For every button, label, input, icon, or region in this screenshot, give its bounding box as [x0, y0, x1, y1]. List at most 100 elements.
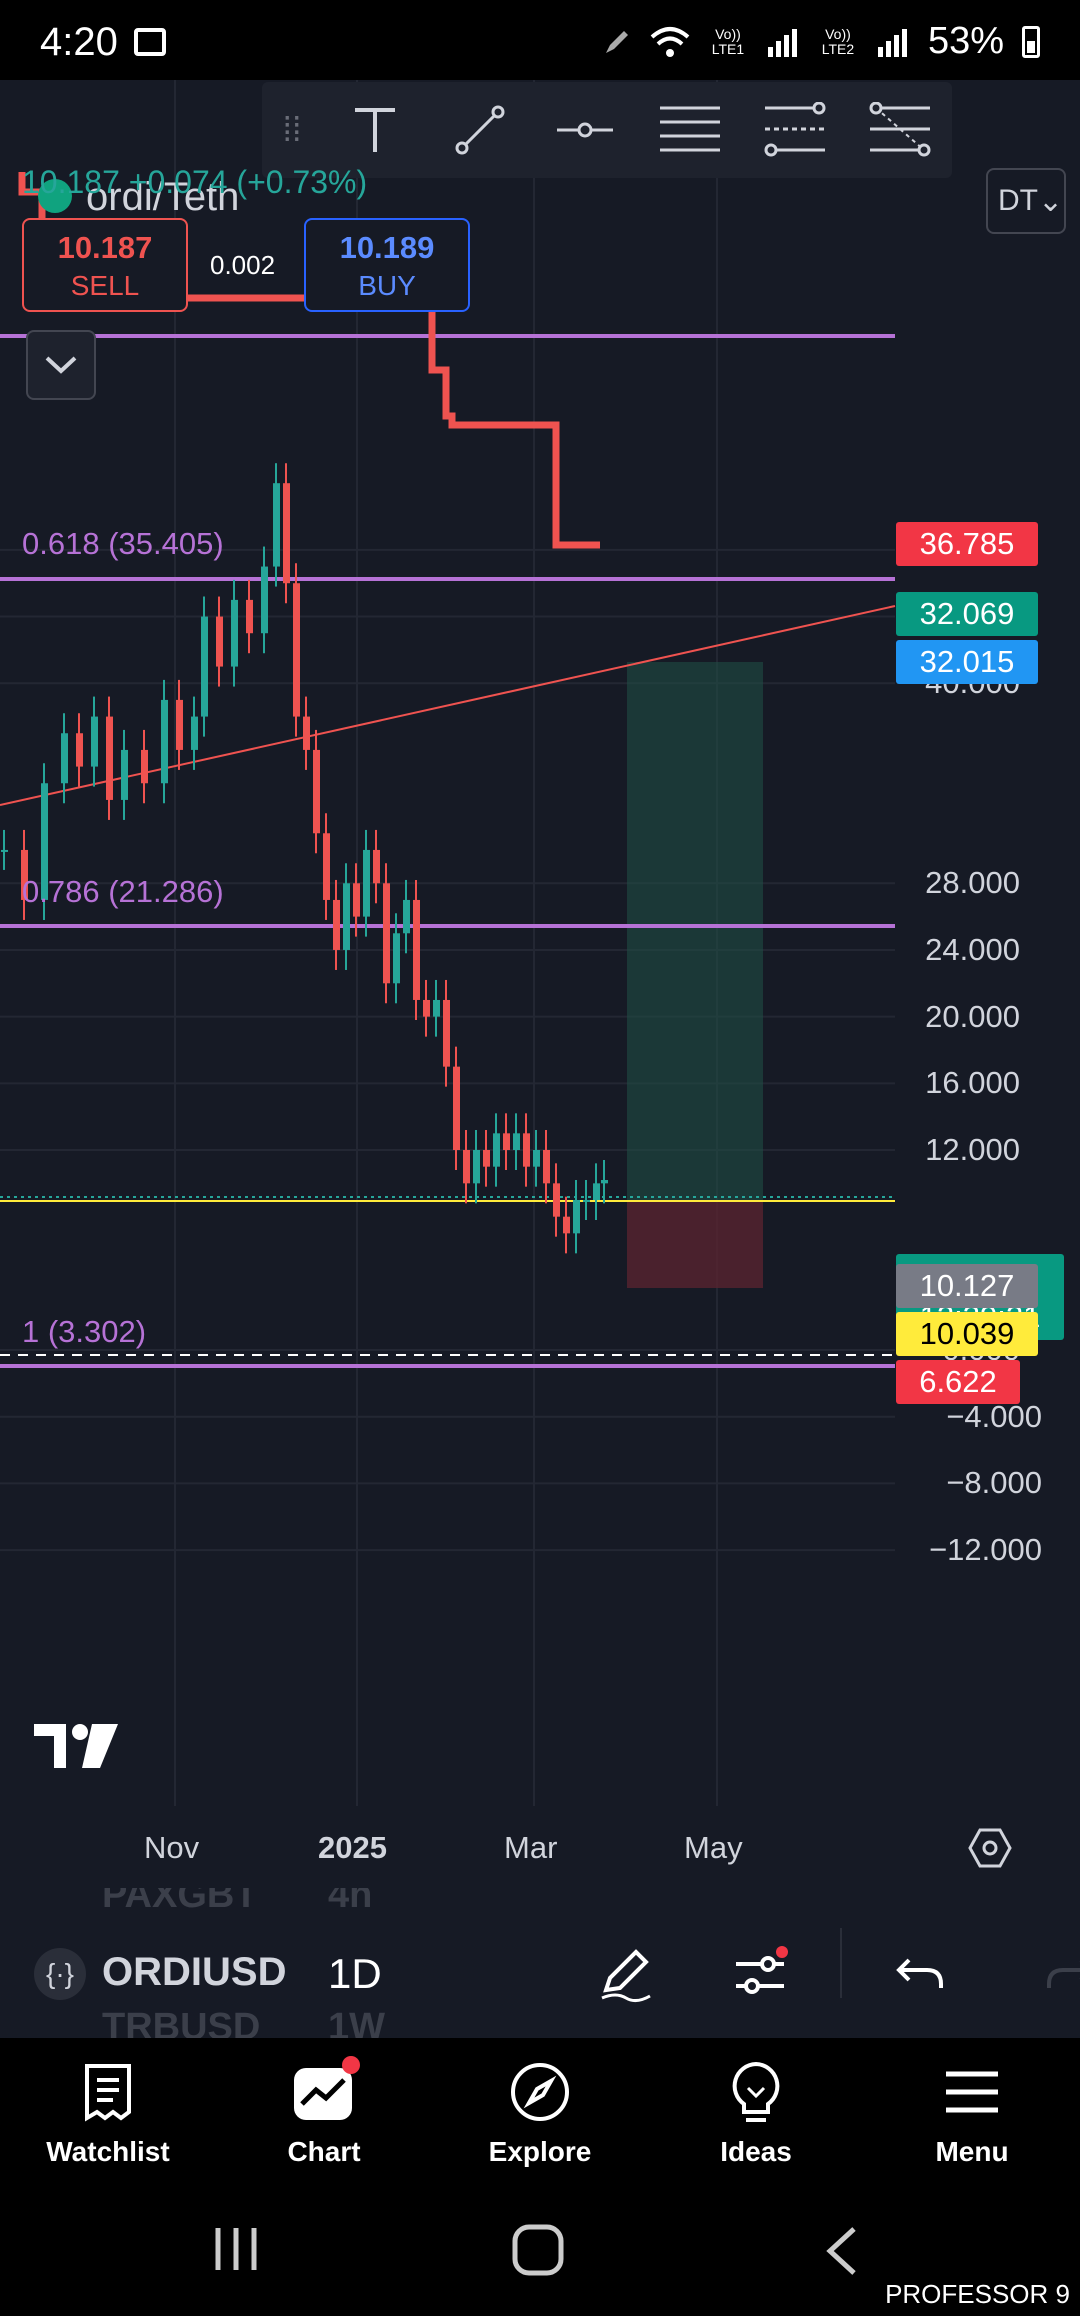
candle-body: [313, 749, 320, 834]
nav-watchlist[interactable]: Watchlist: [0, 2056, 216, 2168]
nav-menu[interactable]: Menu: [864, 2056, 1080, 2168]
chevron-down-icon: [45, 356, 77, 374]
price-chart[interactable]: [0, 80, 1080, 1888]
candle-body: [493, 1133, 500, 1167]
price-tag-red-low[interactable]: 6.622: [896, 1360, 1020, 1404]
ohlc-legend: 10.187 +0.074 (+0.73%): [22, 164, 368, 200]
redo-icon: [1047, 1961, 1080, 1988]
battery-icon: [1022, 25, 1040, 58]
chart-settings-button[interactable]: [968, 1826, 1012, 1875]
back-icon[interactable]: [824, 2226, 858, 2276]
candle-body: [121, 749, 128, 800]
wifi-icon: [650, 26, 690, 57]
price-tag-gray-level[interactable]: 10.127: [896, 1264, 1038, 1308]
status-time: 4:20: [40, 20, 118, 64]
trend-line-tool-button[interactable]: [427, 82, 532, 178]
candle-body: [563, 1216, 570, 1234]
horizontal-line-tool-button[interactable]: [532, 82, 637, 178]
candle-body: [423, 999, 430, 1017]
toolbar-divider: [840, 1928, 842, 1998]
nav-ideas[interactable]: Ideas: [648, 2056, 864, 2168]
position-profit-zone[interactable]: [627, 662, 763, 1200]
price-axis-label: −12.000: [929, 1532, 1042, 1568]
quote-select[interactable]: DT ⌄: [986, 168, 1066, 234]
time-axis[interactable]: Nov 2025 Mar May: [0, 1806, 1080, 1888]
bottom-nav: Watchlist Chart Explore Ideas Menu: [0, 2038, 1080, 2188]
candle-body: [473, 1150, 480, 1184]
candle-body: [363, 849, 370, 917]
ghost-prev-symbol: PAXGBT: [102, 1888, 258, 1916]
undo-icon: [896, 1958, 943, 1988]
text-tool-button[interactable]: [322, 82, 427, 178]
sell-button[interactable]: 10.187 SELL: [22, 218, 188, 312]
candle-body: [573, 1200, 580, 1234]
undo-button[interactable]: [880, 1934, 960, 2014]
chart-icon: [294, 2068, 352, 2120]
nav-label-explore: Explore: [488, 2136, 592, 2167]
price-tag-blue-level[interactable]: 32.015: [896, 640, 1038, 684]
candle-body: [216, 616, 223, 667]
stop-step-line[interactable]: [18, 172, 600, 549]
nav-explore[interactable]: Explore: [432, 2056, 648, 2168]
candle-body: [463, 1150, 470, 1184]
trend-line[interactable]: [0, 605, 896, 806]
indicators-button[interactable]: [720, 1934, 800, 2014]
candle-body: [523, 1133, 530, 1167]
symbol-bar[interactable]: PAXGBT 4h {·} ORDIUSD 1D TRBUSD 1W: [0, 1888, 1080, 2038]
candle-body: [303, 716, 310, 750]
candle-body: [333, 899, 340, 950]
candle-body: [583, 1200, 590, 1203]
symbol-title[interactable]: ordi/Teth: [86, 175, 240, 219]
price-axis-label: −8.000: [946, 1465, 1042, 1501]
signal-icon-1: [767, 28, 797, 57]
chart-notification-badge: [342, 2056, 360, 2074]
candle-body: [273, 483, 280, 567]
nav-label-chart: Chart: [287, 2136, 361, 2167]
fib-extension-tool-button[interactable]: [847, 82, 952, 178]
gallery-notification-icon: [134, 28, 166, 56]
nav-chart[interactable]: Chart: [216, 2056, 432, 2168]
candle-body: [553, 1183, 560, 1217]
symbol-name[interactable]: ORDIUSD: [102, 1950, 287, 1994]
symbol-scan-icon[interactable]: {·}: [34, 1948, 86, 2000]
price-tag-yellow-level[interactable]: 10.039: [896, 1312, 1038, 1356]
drag-handle-icon[interactable]: ⁞⁞: [282, 110, 302, 149]
hexagon-settings-icon: [968, 1828, 1012, 1868]
candle-body: [176, 699, 183, 750]
nav-label-ideas: Ideas: [720, 2136, 792, 2167]
parallel-channel-tool-button[interactable]: [637, 82, 742, 178]
fib-retracement-tool-button[interactable]: [742, 82, 847, 178]
interval-value[interactable]: 1D: [328, 1950, 382, 1997]
candle-body: [106, 716, 113, 800]
candle-body: [201, 616, 208, 717]
recent-apps-icon[interactable]: [212, 2226, 260, 2272]
trend-line-tool-icon: [455, 105, 504, 155]
status-icons: Vo)) LTE1 Vo)) LTE2 53%: [602, 20, 1040, 63]
collapse-button[interactable]: [26, 330, 96, 400]
candle-body: [293, 583, 300, 717]
candle-body: [593, 1183, 600, 1201]
buy-button[interactable]: 10.189 BUY: [304, 218, 470, 312]
candle-body: [503, 1133, 510, 1150]
candle-body: [76, 733, 83, 767]
ghost-prev-interval: 4h: [328, 1888, 373, 1916]
buy-label: BUY: [358, 270, 416, 301]
redo-button[interactable]: [1030, 1934, 1080, 2014]
chart-area[interactable]: 48.00044.00040.00028.00024.00020.00016.0…: [0, 80, 1080, 1888]
fib-retracement-icon: [764, 102, 825, 157]
price-tag-green-level[interactable]: 32.069: [896, 592, 1038, 636]
candle-body: [353, 883, 360, 917]
drawing-tools-button[interactable]: [586, 1934, 666, 2014]
candle-body: [283, 483, 290, 584]
candle-body: [141, 749, 148, 784]
price-axis-label: −4.000: [946, 1398, 1042, 1434]
price-tag-red-level[interactable]: 36.785: [896, 522, 1038, 566]
home-icon[interactable]: [512, 2224, 564, 2276]
ordi-logo: [38, 179, 72, 213]
sell-label: SELL: [70, 270, 140, 301]
time-label-mar: Mar: [504, 1830, 558, 1865]
candle-body: [343, 883, 350, 950]
position-loss-zone[interactable]: [627, 1200, 763, 1288]
candle-body: [443, 999, 450, 1067]
tv-logo-icon: [34, 1724, 118, 1768]
